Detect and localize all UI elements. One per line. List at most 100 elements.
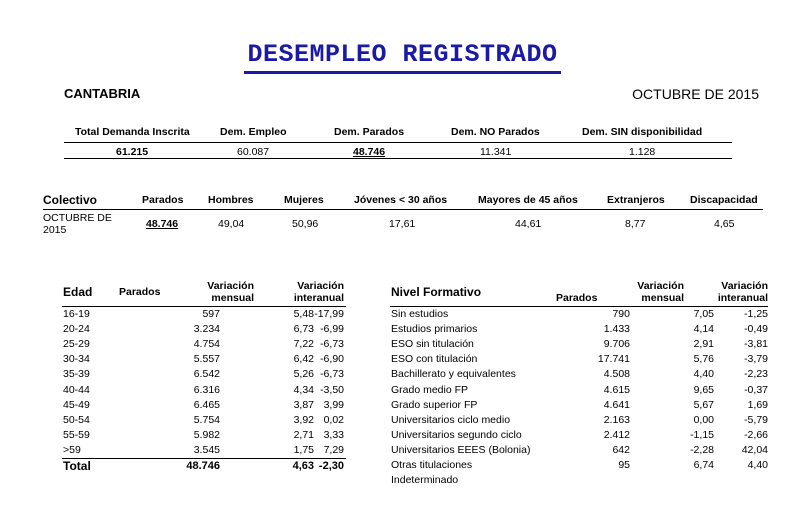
summary-header: Dem. Empleo — [220, 126, 287, 138]
edad-cell-edad: >59 — [63, 443, 81, 456]
edad-row: 35-39 6.542 5,26 -6,73 — [62, 367, 462, 382]
edad-cell-parados: 5.754 — [193, 413, 220, 426]
edad-cell-interanual: 3,99 — [323, 398, 344, 411]
formativo-cell-nivel: ESO sin titulación — [391, 338, 474, 351]
colectivo-value: 49,04 — [218, 218, 245, 230]
edad-cell-edad: 20-24 — [63, 323, 90, 336]
edad-cell-mensual: 2,71 — [293, 428, 314, 441]
formativo-row: Universitarios ciclo medio 2.163 0,00 -5,79 — [390, 413, 790, 428]
formativo-cell-interanual: -0,37 — [744, 383, 768, 396]
formativo-cell-nivel: Bachillerato y equivalentes — [391, 368, 516, 381]
edad-cell-mensual: 3,87 — [293, 398, 314, 411]
formativo-cell-nivel: Universitarios ciclo medio — [391, 413, 511, 426]
edad-cell-mensual: 5,48 — [293, 308, 314, 320]
edad-cell-mensual: 3,92 — [293, 413, 314, 426]
edad-cell-parados: 6.465 — [193, 398, 220, 411]
formativo-cell-mensual: 5,67 — [693, 398, 714, 411]
edad-cell-edad: 35-39 — [63, 368, 90, 381]
summary-value: 1.128 — [629, 146, 656, 158]
formativo-row: Bachillerato y equivalentes 4.508 4,40 -2,2… — [390, 367, 790, 382]
formativo-cell-parados: 1.433 — [603, 323, 630, 336]
edad-cell-parados: 4.754 — [193, 338, 220, 351]
formativo-cell-parados: 4.508 — [603, 368, 630, 381]
edad-row: >59 3.545 1,75 7,29 — [62, 443, 462, 458]
formativo-cell-interanual: 1,69 — [747, 398, 768, 411]
formativo-header: Variación interanual — [717, 280, 768, 304]
summary-value: 11.341 — [480, 146, 512, 158]
edad-cell-parados: 3.545 — [193, 443, 220, 456]
edad-row: 25-29 4.754 7,22 -6,73 — [62, 337, 462, 352]
edad-cell-edad: 16-19 — [63, 308, 90, 320]
edad-total-row: Total 48.746 4,63 -2,30 — [62, 459, 346, 474]
formativo-cell-interanual: -2,23 — [744, 368, 768, 381]
edad-cell-parados: 3.234 — [193, 323, 220, 336]
formativo-cell-mensual: 7,05 — [693, 308, 714, 320]
edad-header: Variación mensual — [207, 280, 254, 304]
summary-header: Dem. NO Parados — [451, 126, 540, 138]
edad-cell-interanual: -3,50 — [320, 383, 344, 396]
summary-value: 61.215 — [116, 146, 149, 158]
formativo-cell-mensual: 5,76 — [693, 353, 714, 366]
colectivo-header: Mujeres — [284, 194, 324, 206]
summary-header: Dem. Parados — [334, 126, 405, 138]
colectivo-header: Colectivo — [43, 193, 98, 207]
colectivo-value: 4,65 — [714, 218, 735, 230]
summary-header: Total Demanda Inscrita — [75, 126, 190, 138]
formativo-cell-mensual: 9,65 — [693, 383, 714, 396]
colectivo-divider — [43, 209, 763, 210]
formativo-cell-interanual: -5,79 — [744, 413, 768, 426]
page-title: DESEMPLEO REGISTRADO — [0, 40, 805, 74]
formativo-cell-mensual: 6,74 — [693, 459, 714, 471]
edad-row: 55-59 5.982 2,71 3,33 — [62, 428, 462, 443]
formativo-cell-parados: 790 — [612, 308, 630, 320]
formativo-cell-parados: 4.615 — [603, 383, 630, 396]
formativo-row: Universitarios segundo ciclo 2.412 -1,15 -2… — [390, 428, 790, 443]
edad-cell-interanual: -6,90 — [320, 353, 344, 366]
edad-cell-mensual: 7,22 — [293, 338, 314, 351]
edad-cell-parados: 6.542 — [193, 368, 220, 381]
period-label: OCTUBRE DE 2015 — [632, 86, 759, 102]
edad-row: 40-44 6.316 4,34 -3,50 — [62, 383, 462, 398]
colectivo-value: 17,61 — [389, 218, 416, 230]
formativo-cell-mensual: 4,14 — [693, 323, 714, 336]
formativo-cell-parados: 9.706 — [603, 338, 630, 351]
colectivo-value: 8,77 — [625, 218, 646, 230]
edad-total-label: Total — [63, 459, 91, 473]
formativo-cell-parados: 17.741 — [597, 353, 630, 366]
formativo-header: Variación mensual — [637, 280, 684, 304]
formativo-row: ESO con titulación 17.741 5,76 -3,79 — [390, 352, 790, 367]
formativo-cell-mensual: 2,91 — [693, 338, 714, 351]
formativo-row: Indeterminado — [390, 473, 790, 488]
edad-cell-edad: 40-44 — [63, 383, 90, 396]
formativo-cell-parados: 95 — [618, 459, 630, 471]
edad-cell-edad: 25-29 — [63, 338, 90, 351]
edad-cell-interanual: 0,02 — [323, 413, 344, 426]
formativo-row: Otras titulaciones 95 6,74 4,40 — [390, 458, 790, 473]
formativo-row: ESO sin titulación 9.706 2,91 -3,81 — [390, 337, 790, 352]
formativo-cell-parados: 642 — [612, 443, 630, 456]
edad-cell-parados: 597 — [202, 308, 220, 320]
formativo-row: Sin estudios 790 7,05 -1,25 — [390, 307, 790, 322]
edad-cell-interanual: -6,73 — [320, 338, 344, 351]
colectivo-value: 50,96 — [292, 218, 319, 230]
formativo-cell-parados: 2.412 — [603, 428, 630, 441]
formativo-cell-interanual: 4,40 — [747, 459, 768, 471]
edad-cell-parados: 5.557 — [193, 353, 220, 366]
edad-header: Edad — [63, 285, 93, 299]
formativo-cell-mensual: -2,28 — [690, 443, 714, 456]
formativo-cell-nivel: ESO con titulación — [391, 353, 478, 366]
edad-cell-interanual: 3,33 — [323, 428, 344, 441]
colectivo-header: Jóvenes < 30 años — [354, 194, 448, 206]
formativo-cell-nivel: Estudios primarios — [391, 323, 478, 336]
edad-cell-interanual: 7,29 — [323, 443, 344, 456]
edad-row: 30-34 5.557 6,42 -6,90 — [62, 352, 462, 367]
edad-cell-mensual: 1,75 — [293, 443, 314, 456]
edad-cell-interanual: -6,99 — [320, 323, 344, 336]
colectivo-header: Mayores de 45 años — [478, 194, 578, 206]
formativo-row: Estudios primarios 1.433 4,14 -0,49 — [390, 322, 790, 337]
colectivo-value: 44,61 — [515, 218, 542, 230]
formativo-cell-interanual: -3,79 — [744, 353, 768, 366]
formativo-row: Grado superior FP 4.641 5,67 1,69 — [390, 398, 790, 413]
formativo-cell-nivel: Universitarios segundo ciclo — [391, 428, 522, 441]
colectivo-header: Parados — [142, 194, 184, 206]
